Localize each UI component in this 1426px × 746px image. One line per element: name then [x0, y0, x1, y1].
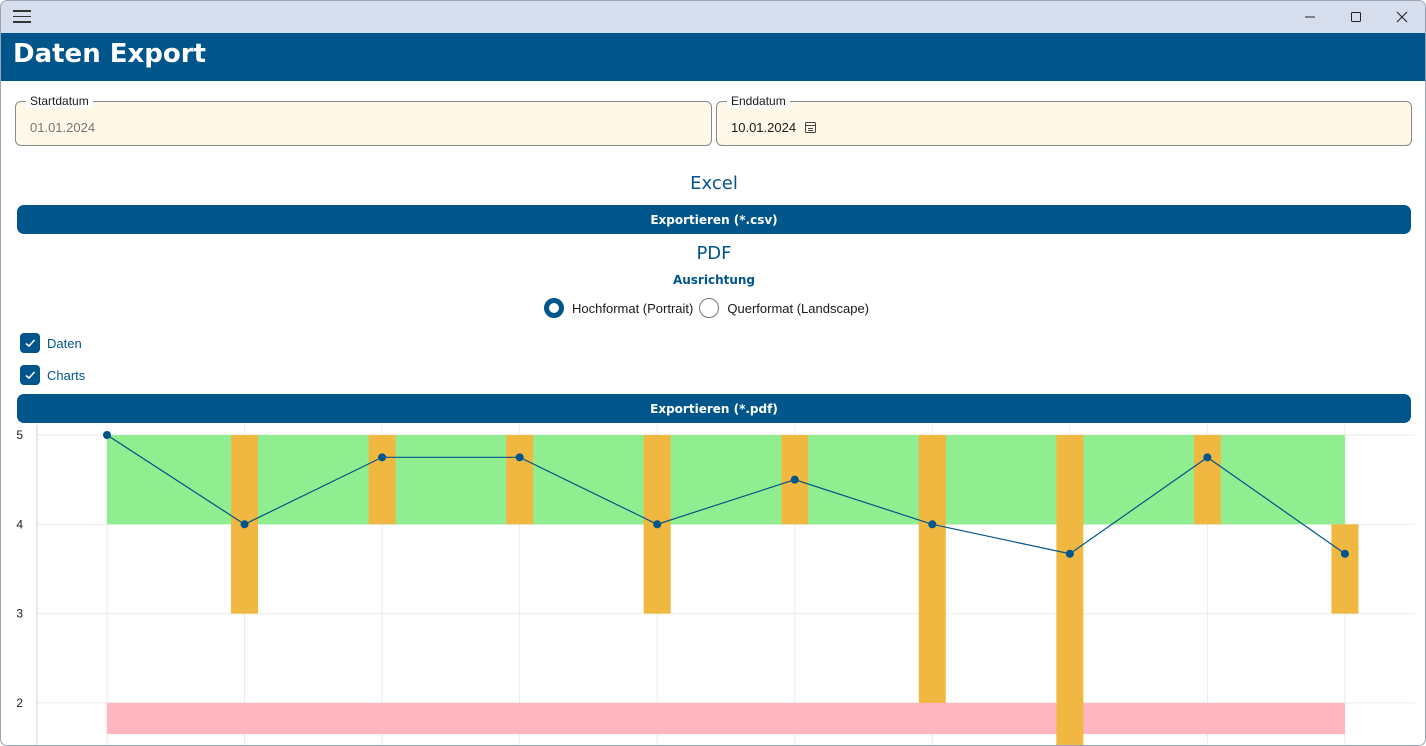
range-bar: [368, 435, 396, 525]
radio-landscape-label: Querformat (Landscape): [727, 300, 869, 316]
checkmark-icon: [20, 333, 40, 353]
export-csv-button[interactable]: Exportieren (*.csv): [17, 205, 1411, 234]
checkmark-icon: [20, 365, 40, 385]
data-point: [515, 453, 524, 462]
calendar-icon[interactable]: [805, 122, 816, 133]
page-title: Daten Export: [13, 39, 207, 69]
start-date-field[interactable]: Startdatum 01.01.2024: [15, 95, 712, 146]
y-tick-label: 4: [16, 517, 23, 531]
hamburger-menu-icon[interactable]: [13, 10, 31, 24]
threshold-band: [107, 702, 1345, 735]
radio-portrait-label: Hochformat (Portrait): [572, 300, 694, 316]
data-point: [378, 453, 387, 462]
range-bar: [506, 435, 534, 525]
close-icon[interactable]: [1379, 1, 1425, 33]
data-point: [240, 520, 249, 529]
threshold-band: [107, 435, 1345, 525]
maximize-icon[interactable]: [1333, 1, 1379, 33]
end-date-field[interactable]: Enddatum 10.01.2024: [716, 95, 1412, 146]
app-header: Daten Export: [1, 33, 1425, 81]
checkbox-daten[interactable]: Daten: [20, 333, 82, 353]
orientation-label: Ausrichtung: [672, 273, 756, 287]
series-line: [106, 434, 1346, 555]
radio-portrait[interactable]: Hochformat (Portrait): [544, 298, 693, 318]
data-point: [653, 520, 662, 529]
data-point: [1340, 549, 1349, 558]
range-bar: [1331, 524, 1359, 614]
data-point: [1203, 453, 1212, 462]
checkbox-charts-label: Charts: [47, 367, 86, 383]
checkbox-charts[interactable]: Charts: [20, 365, 85, 385]
radio-portrait-indicator: [544, 298, 564, 318]
y-tick-label: 3: [16, 607, 23, 621]
checkbox-daten-label: Daten: [47, 335, 82, 351]
end-date-label: Enddatum: [727, 95, 790, 108]
export-pdf-button[interactable]: Exportieren (*.pdf): [17, 394, 1411, 423]
data-point: [790, 475, 799, 484]
minimize-icon[interactable]: [1287, 1, 1333, 33]
radio-landscape[interactable]: Querformat (Landscape): [699, 298, 869, 318]
range-bar: [918, 435, 946, 703]
excel-heading: Excel: [690, 173, 738, 194]
radio-landscape-indicator: [699, 298, 720, 318]
y-tick-label: 2: [16, 696, 23, 710]
range-bar: [1193, 435, 1221, 525]
end-date-value: 10.01.2024: [731, 120, 797, 135]
data-point: [1065, 549, 1074, 558]
data-point: [103, 431, 111, 439]
chart: 2 3 4 5: [16, 425, 1415, 745]
start-date-label: Startdatum: [26, 95, 93, 108]
title-bar: [1, 1, 1425, 33]
orientation-radio-group: Hochformat (Portrait) Querformat (Landsc…: [544, 297, 875, 319]
range-bar: [1056, 435, 1084, 745]
pdf-heading: PDF: [696, 243, 732, 264]
data-point: [928, 520, 937, 529]
y-tick-label: 5: [16, 428, 23, 442]
start-date-value: 01.01.2024: [30, 120, 96, 135]
